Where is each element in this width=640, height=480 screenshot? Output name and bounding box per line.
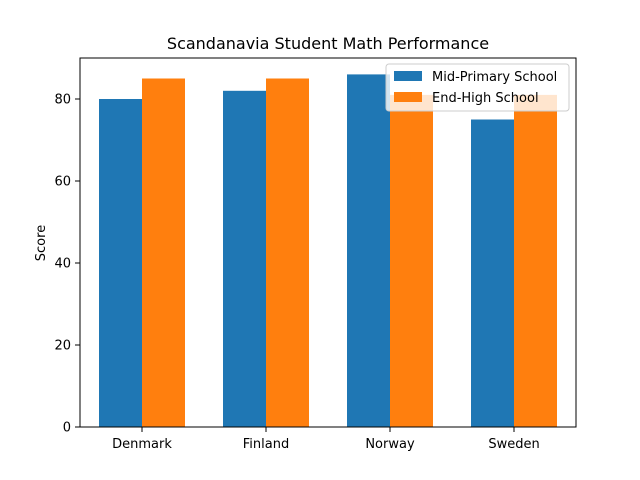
y-tick-label: 60 bbox=[54, 175, 71, 190]
chart-title: Scandanavia Student Math Performance bbox=[167, 34, 489, 53]
bar-norway-series-2 bbox=[390, 94, 433, 428]
y-tick-label: 80 bbox=[54, 93, 71, 108]
bar-finland-series-1 bbox=[223, 90, 266, 428]
x-tick-label: Finland bbox=[243, 437, 289, 452]
x-tick-label: Denmark bbox=[112, 437, 172, 452]
bar-denmark-series-1 bbox=[99, 99, 142, 427]
legend-swatch bbox=[394, 92, 422, 102]
axes-frame bbox=[79, 57, 577, 428]
y-axis-label: Score bbox=[34, 225, 49, 261]
legend-swatch bbox=[394, 71, 422, 81]
bar-sweden-series-2 bbox=[514, 94, 557, 428]
legend-box bbox=[385, 63, 570, 112]
legend-label: End-High School bbox=[432, 91, 539, 106]
plot-area: 0 20 40 60 80 Denmark Finland Norway Sweden bbox=[54, 57, 577, 452]
x-tick-label: Norway bbox=[365, 437, 415, 452]
bar-denmark-series-2 bbox=[142, 78, 185, 427]
y-tick-label: 40 bbox=[54, 257, 71, 272]
bar-sweden-series-1 bbox=[471, 119, 514, 427]
y-tick-label: 20 bbox=[54, 339, 71, 354]
bar-finland-series-2 bbox=[266, 78, 309, 427]
bar-norway-series-1 bbox=[347, 74, 390, 428]
x-tick-label: Sweden bbox=[488, 437, 539, 452]
legend-label: Mid-Primary School bbox=[432, 70, 557, 85]
y-tick-label: 0 bbox=[63, 421, 71, 436]
legend: Mid-Primary School End-High School bbox=[385, 63, 570, 112]
